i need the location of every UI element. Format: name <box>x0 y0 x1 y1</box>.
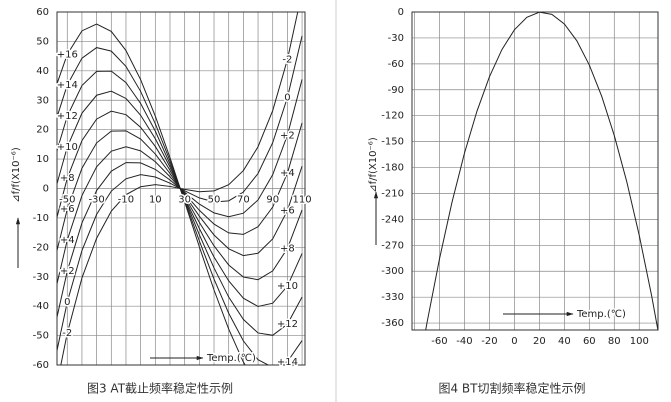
plot-lines <box>57 12 303 365</box>
curve-label: 0 <box>284 93 290 104</box>
x-axis-label: Temp.(℃) <box>206 353 256 364</box>
x-tick-label: 100 <box>630 336 649 347</box>
curve-label: +10 <box>277 281 298 292</box>
y-tick-label: -150 <box>381 137 404 148</box>
y-tick-label: -30 <box>388 33 404 44</box>
y-tick-label: 0 <box>398 7 404 18</box>
curve-label: +2 <box>280 130 295 141</box>
curve-label: +14 <box>277 357 298 368</box>
curve-label: +12 <box>277 319 298 330</box>
curve-label: +6 <box>280 206 295 217</box>
y-tick-label: -40 <box>33 301 49 312</box>
curve-label: +8 <box>280 244 295 255</box>
y-tick-label: -240 <box>381 214 404 225</box>
curve <box>57 79 303 320</box>
x-tick-label: -10 <box>118 195 134 206</box>
curve <box>60 12 299 365</box>
y-tick-label: 20 <box>36 125 49 136</box>
y-tick-label: -210 <box>381 188 404 199</box>
x-axis-label: Temp.(℃) <box>576 309 626 320</box>
curve-label: 0 <box>64 297 70 308</box>
y-tick-label: -180 <box>381 163 404 174</box>
caption: 图4 BT切割频率稳定性示例 <box>438 381 585 396</box>
curve-label: +14 <box>57 80 78 91</box>
x-tick-label: 80 <box>608 336 621 347</box>
plot-lines <box>425 12 658 330</box>
x-tick-label: 70 <box>237 195 250 206</box>
y-tick-label: -270 <box>381 240 404 251</box>
curve-label: +16 <box>57 49 78 60</box>
y-axis-label: ⊿f/f(X10⁻⁶) <box>11 147 22 203</box>
x-tick-label: 40 <box>558 336 571 347</box>
curve-label: +6 <box>60 204 75 215</box>
curve-label: +4 <box>280 168 295 179</box>
curve-label: +4 <box>60 235 75 246</box>
curve <box>57 23 246 365</box>
x-tick-label: 50 <box>208 195 221 206</box>
x-tick-label: 110 <box>293 195 312 206</box>
y-tick-label: -20 <box>33 242 49 253</box>
curve <box>57 122 303 286</box>
y-tick-label: 0 <box>43 184 49 195</box>
y-tick-label: -60 <box>388 59 404 70</box>
curve <box>57 47 303 365</box>
x-tick-label: -60 <box>431 336 447 347</box>
y-tick-label: -10 <box>33 213 49 224</box>
x-tick-label: 30 <box>178 195 191 206</box>
curve-label: +10 <box>57 142 78 153</box>
caption: 图3 AT截止频率稳定性示例 <box>87 381 233 396</box>
curve-label: +2 <box>60 266 75 277</box>
x-tick-label: 10 <box>149 195 162 206</box>
x-tick-label: -30 <box>88 195 104 206</box>
y-tick-label: -90 <box>388 85 404 96</box>
curve <box>57 130 303 257</box>
curve-label: -2 <box>282 55 292 66</box>
y-tick-label: -30 <box>33 272 49 283</box>
y-tick-label: 40 <box>36 66 49 77</box>
y-axis-label: ⊿f/f(X10⁻⁶) <box>368 137 379 193</box>
y-tick-label: -300 <box>381 266 404 277</box>
y-tick-label: 30 <box>36 95 49 106</box>
x-tick-label: -50 <box>59 195 75 206</box>
y-tick-label: -330 <box>381 292 404 303</box>
curve <box>57 35 303 353</box>
x-tick-label: 90 <box>266 195 279 206</box>
x-tick-label: 20 <box>533 336 546 347</box>
curve-label: -2 <box>62 328 72 339</box>
x-tick-label: -20 <box>481 336 497 347</box>
y-tick-label: -120 <box>381 111 404 122</box>
plot-frame <box>56 11 306 366</box>
y-tick-label: 10 <box>36 154 49 165</box>
x-tick-label: 0 <box>511 336 517 347</box>
y-tick-label: -360 <box>381 318 404 329</box>
y-tick-label: 60 <box>36 7 49 18</box>
curve-label: +8 <box>60 173 75 184</box>
curve-label: +12 <box>57 111 78 122</box>
x-tick-label: -40 <box>456 336 472 347</box>
y-tick-label: 50 <box>36 36 49 47</box>
x-tick-label: 60 <box>583 336 596 347</box>
y-tick-label: -60 <box>33 360 49 371</box>
plot-frame <box>411 11 659 331</box>
y-tick-label: -50 <box>33 331 49 342</box>
curve <box>425 12 658 330</box>
